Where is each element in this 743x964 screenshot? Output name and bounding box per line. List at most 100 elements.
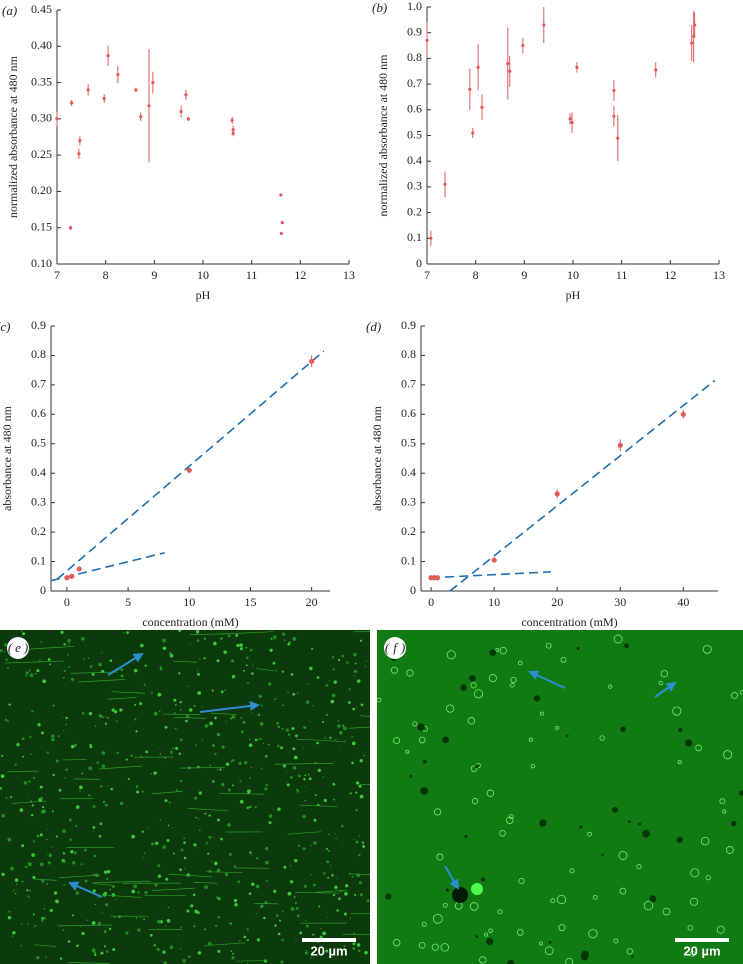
speck [294,901,298,905]
y-tick-label: 1.0 [407,0,422,13]
vesicle [497,909,503,915]
speck [104,891,108,895]
speck [26,889,29,892]
speck [353,838,355,840]
speck [15,883,18,885]
speck [269,648,273,652]
speck [326,916,329,918]
speck [94,953,97,956]
speck [32,840,35,843]
speck [330,699,335,704]
speck [260,767,263,770]
vesicle [508,814,514,820]
speck [214,716,217,720]
speck [363,754,366,757]
speck [265,755,268,758]
y-tick-label: 0.1 [401,553,416,567]
speck [134,704,137,706]
speck [328,680,330,682]
fiber [34,878,57,881]
speck [180,848,184,852]
speck [343,912,347,916]
speck [353,652,357,657]
speck [207,942,212,946]
panel-label: (a) [2,3,17,18]
speck [353,669,357,673]
speck [143,857,145,859]
speck [46,751,49,754]
scale-bar [302,938,356,942]
speck [364,950,368,955]
speck [68,665,70,668]
fiber [316,889,346,893]
speck [22,755,25,758]
speck [168,651,172,655]
dark-spot [601,853,604,856]
vesicle [518,877,525,885]
speck [170,753,172,755]
point [612,114,616,118]
speck [295,940,297,942]
speck [3,651,6,653]
vesicle [716,925,725,934]
speck [161,762,163,764]
speck [221,745,225,749]
speck [190,904,194,908]
speck [153,711,158,716]
fiber [173,716,206,719]
speck [264,860,269,865]
speck [37,723,41,727]
vesicle [442,902,448,908]
speck [249,648,253,652]
speck [51,738,55,742]
fiber [151,790,183,795]
speck [223,650,228,654]
speck [316,676,320,679]
speck [357,949,361,952]
speck [116,751,119,755]
fiber [274,762,334,765]
fiber [206,871,243,874]
dark-spot [631,954,634,958]
point [279,231,283,236]
speck [307,773,310,776]
speck [80,863,83,866]
speck [14,763,17,766]
dark-spot [385,893,392,900]
speck [12,931,16,935]
speck [239,780,242,782]
speck [208,814,211,817]
speck [209,721,213,726]
speck [62,929,65,931]
point [134,88,138,92]
speck [53,891,58,895]
point [309,358,315,364]
micrograph-f [377,630,743,964]
speck [313,818,317,822]
speck [195,817,197,819]
speck [359,893,363,897]
speck [12,890,15,893]
speck [92,826,96,829]
speck [283,865,287,869]
speck [92,873,95,876]
dark-spot [548,940,552,944]
speck [7,915,12,920]
speck [361,841,365,844]
vesicle [390,666,398,674]
speck [157,874,162,878]
speck [320,928,322,930]
speck [281,728,284,730]
vesicle [726,846,734,854]
speck [173,698,177,702]
speck [107,717,110,719]
speck [105,950,109,953]
speck [164,925,167,927]
speck [293,896,296,898]
speck [279,919,282,922]
speck [316,741,319,745]
speck [304,785,306,787]
vesicle [555,726,559,730]
speck [7,837,12,842]
speck [109,659,113,662]
